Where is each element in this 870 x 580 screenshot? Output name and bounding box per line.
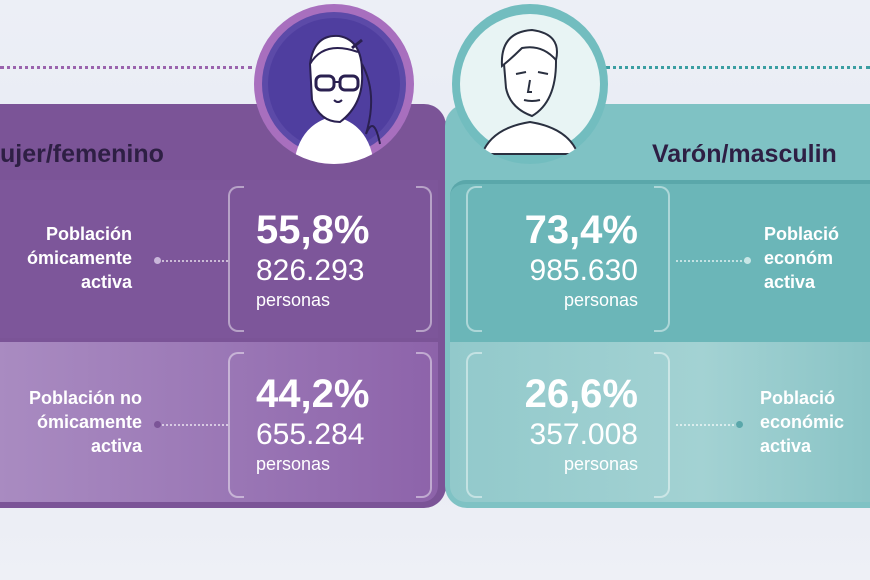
female-inactive-percent: 44,2% [256,372,370,416]
female-active-unit: personas [256,290,331,310]
male-active-unit: personas [563,290,638,310]
female-inactive-label: Población no ómicamente activa [28,388,142,456]
female-active-dot [154,257,161,264]
male-active-bracket-right [654,186,670,332]
female-inactive-bracket-right [416,352,432,498]
female-inactive-count: 655.284 [256,418,365,451]
male-title: Varón/masculin [652,140,837,168]
female-inactive-row [0,342,438,502]
female-inactive-bracket-left [228,352,244,498]
male-inactive-row [450,342,870,502]
female-active-count: 826.293 [256,254,365,287]
male-inactive-percent: 26,6% [524,372,638,416]
male-active-dot [744,257,751,264]
female-active-row [0,180,438,338]
male-face-icon [460,14,600,155]
male-active-count: 985.630 [529,254,638,287]
male-avatar [452,4,608,164]
male-inactive-bracket-left [466,352,482,498]
male-top-dotted-line [606,66,870,69]
female-active-connector [158,260,228,262]
male-inactive-dot [736,421,743,428]
female-inactive-dot [154,421,161,428]
male-active-row [450,180,870,342]
male-active-label: Població económ activa [764,224,840,292]
male-inactive-bracket-right [654,352,670,498]
female-title: ujer/femenino [0,140,164,168]
male-inactive-count: 357.008 [529,418,638,451]
male-inactive-connector [676,424,738,426]
female-active-label: Población ómicamente activa [26,224,132,292]
female-active-percent: 55,8% [256,208,370,252]
female-face-icon [262,12,406,164]
male-active-percent: 73,4% [524,208,638,252]
male-active-connector [676,260,746,262]
female-top-dotted-line [0,66,252,69]
female-active-bracket-left [228,186,244,332]
female-inactive-unit: personas [256,454,331,474]
male-active-bracket-left [466,186,482,332]
female-avatar [254,4,414,164]
female-inactive-connector [158,424,228,426]
female-active-bracket-right [416,186,432,332]
male-inactive-label: Població económic activa [760,388,845,456]
male-inactive-unit: personas [563,454,638,474]
